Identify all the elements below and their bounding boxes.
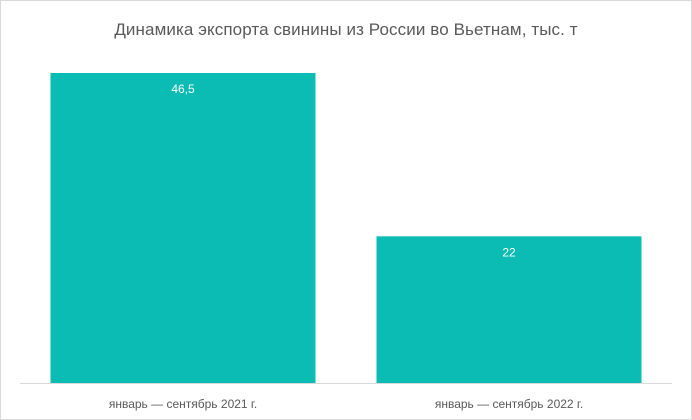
- chart-title: Динамика экспорта свинины из России во В…: [114, 20, 578, 39]
- bar-1: [50, 73, 316, 383]
- category-label-2: январь — сентябрь 2022 г.: [435, 397, 583, 411]
- data-label-2: 22: [502, 245, 516, 259]
- category-label-1: январь — сентябрь 2021 г.: [109, 397, 257, 411]
- category-labels-group: январь — сентябрь 2021 г. январь — сентяб…: [109, 397, 583, 411]
- bar-2: [376, 236, 642, 383]
- data-label-1: 46,5: [171, 82, 195, 96]
- bars-group: [50, 73, 642, 383]
- data-labels-group: 46,5 22: [171, 82, 516, 259]
